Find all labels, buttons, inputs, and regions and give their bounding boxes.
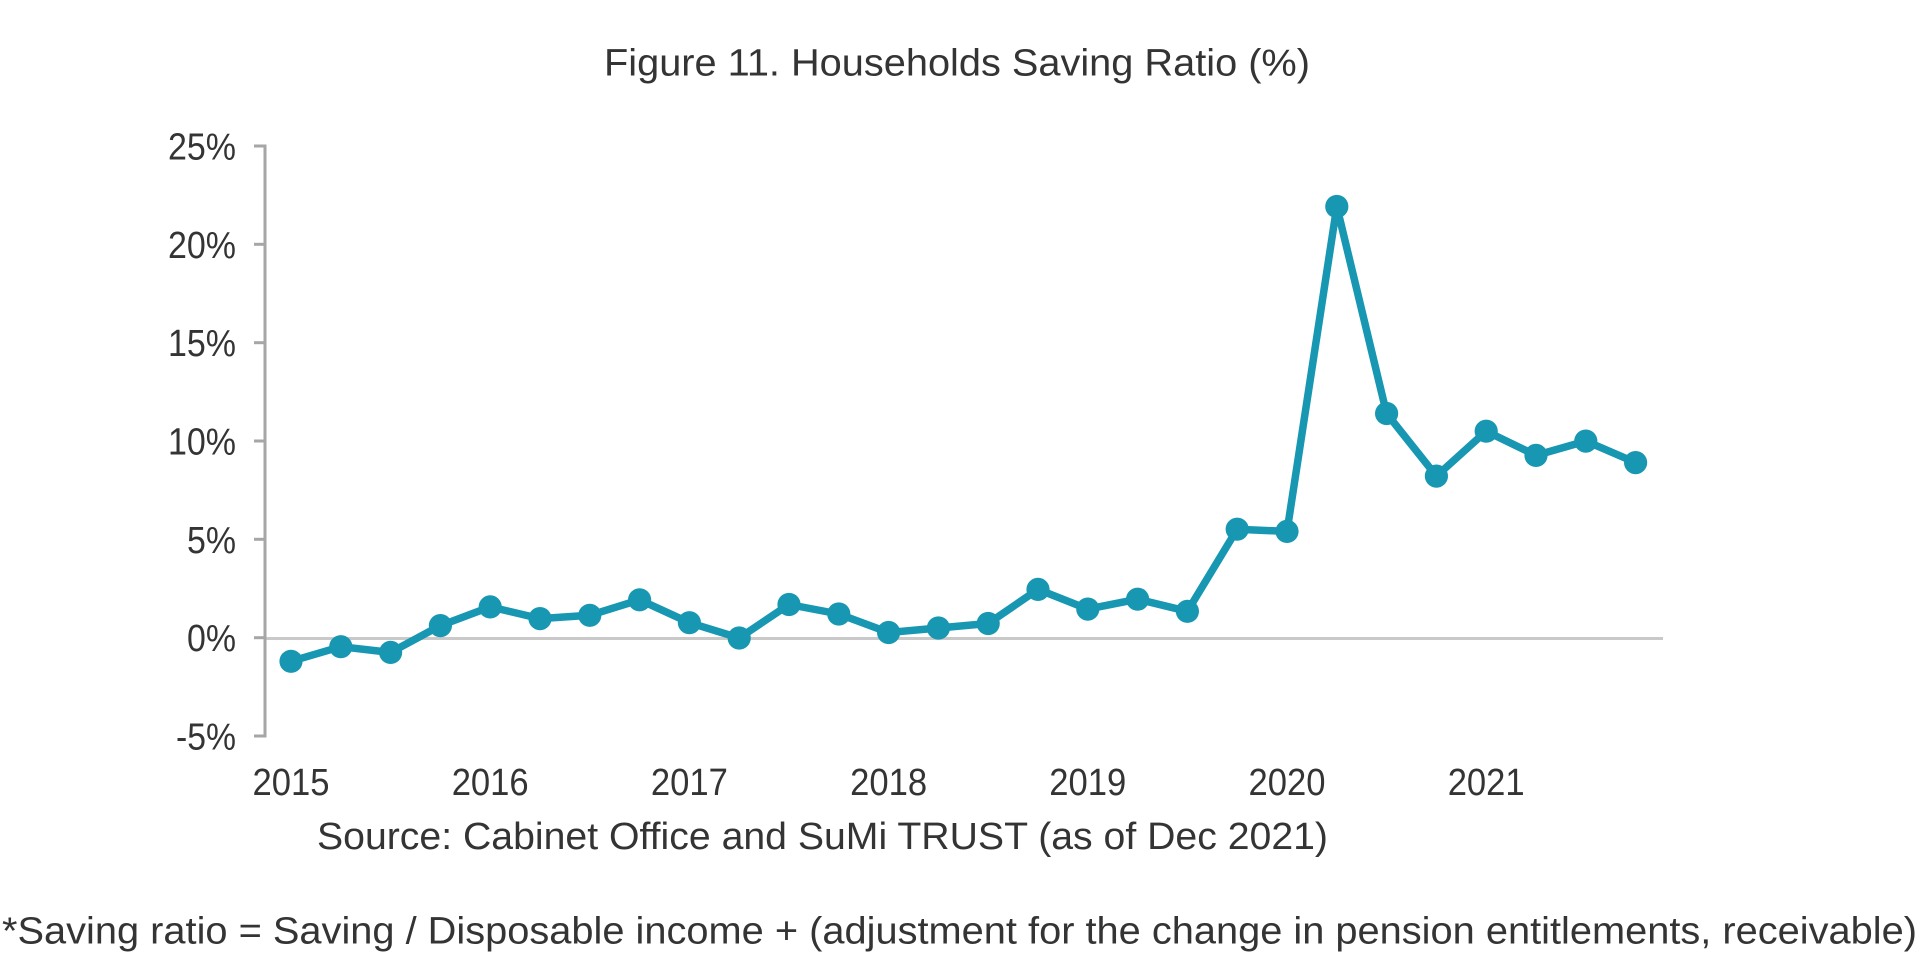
- svg-text:*Saving ratio = Saving / Dispo: *Saving ratio = Saving / Disposable inco…: [2, 911, 1917, 953]
- svg-text:Source: Cabinet Office and SuM: Source: Cabinet Office and SuMi TRUST (a…: [317, 816, 1328, 858]
- svg-text:Figure 11. Households Saving R: Figure 11. Households Saving Ratio (%): [604, 43, 1310, 85]
- svg-text:0%: 0%: [187, 618, 236, 660]
- svg-text:-5%: -5%: [176, 717, 236, 759]
- svg-text:2018: 2018: [850, 762, 927, 804]
- svg-text:5%: 5%: [187, 520, 236, 562]
- svg-text:15%: 15%: [168, 323, 236, 365]
- svg-text:2016: 2016: [452, 762, 529, 804]
- svg-text:2015: 2015: [253, 762, 330, 804]
- svg-text:2017: 2017: [651, 762, 728, 804]
- svg-text:2019: 2019: [1049, 762, 1126, 804]
- svg-text:25%: 25%: [168, 127, 236, 169]
- svg-text:2021: 2021: [1448, 762, 1525, 804]
- svg-text:20%: 20%: [168, 225, 236, 267]
- svg-text:10%: 10%: [168, 422, 236, 464]
- svg-text:2020: 2020: [1249, 762, 1326, 804]
